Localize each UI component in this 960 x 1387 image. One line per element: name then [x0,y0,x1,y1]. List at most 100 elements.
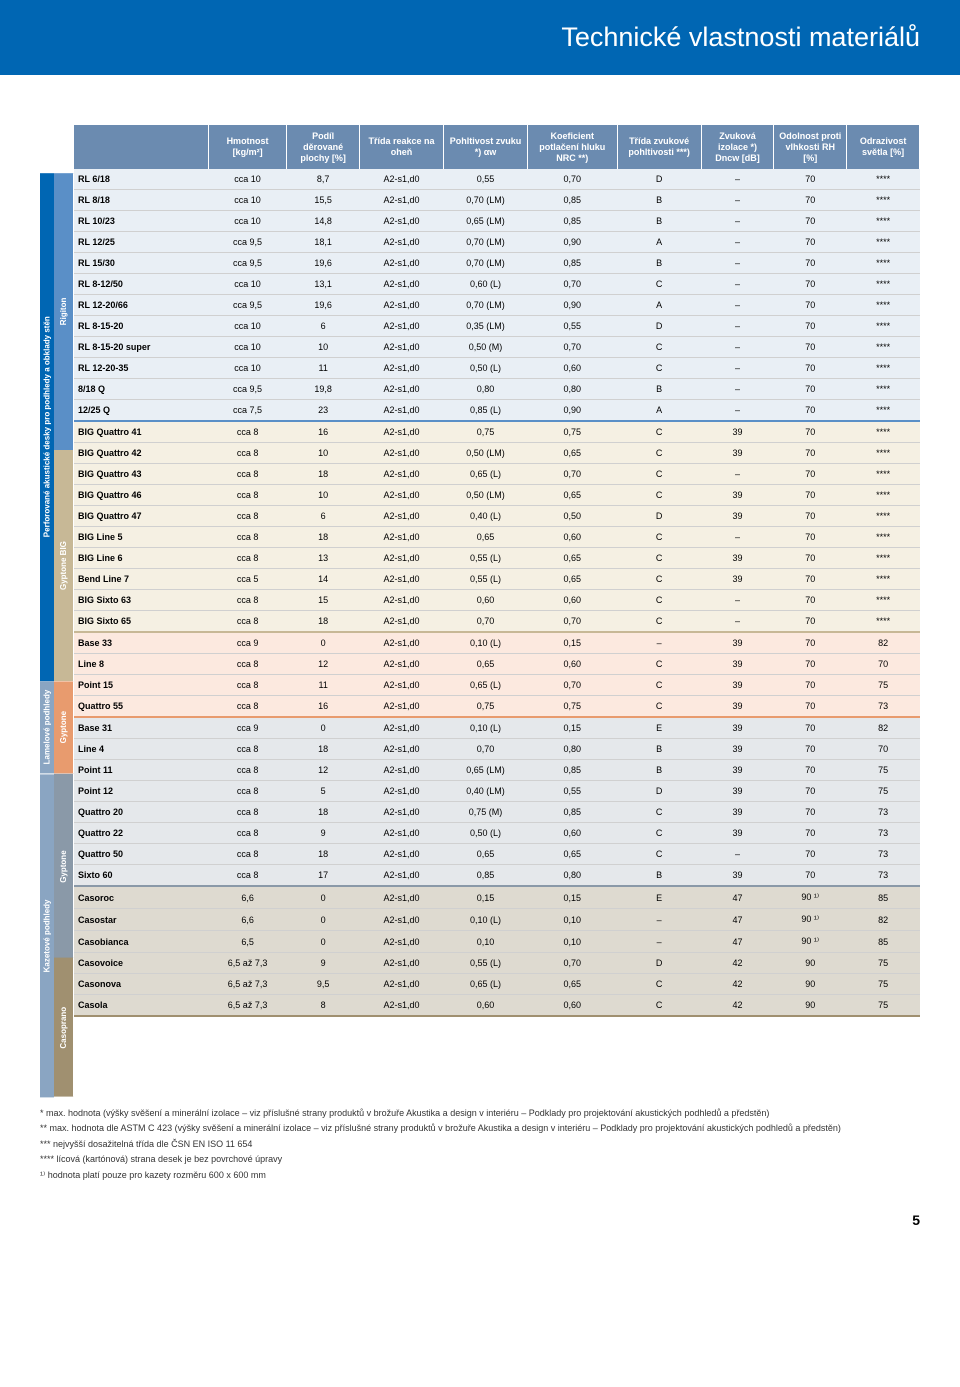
table-cell: 8/18 Q [74,379,208,400]
table-cell: 0,60 [528,823,618,844]
table-cell: BIG Quattro 41 [74,421,208,443]
table-cell: 6 [287,316,360,337]
table-cell: Casostar [74,909,208,931]
table-cell: RL 6/18 [74,169,208,190]
footnotes: * max. hodnota (výšky svěšení a mineráln… [40,1107,920,1183]
table-cell: 39 [701,717,774,739]
table-cell: C [617,995,701,1017]
page-number: 5 [0,1204,960,1248]
table-cell: – [701,274,774,295]
table-cell: 85 [847,886,920,909]
table-row: BIG Quattro 43cca 818A2-s1,d00,65 (L)0,7… [74,464,920,485]
table-cell: **** [847,295,920,316]
table-cell: C [617,485,701,506]
table-cell: C [617,464,701,485]
table-cell: cca 5 [208,569,286,590]
materials-table: Hmotnost [kg/m²]Podíl děrované plochy [%… [74,125,920,1017]
table-cell: 39 [701,802,774,823]
table-cell: A2-s1,d0 [360,232,444,253]
table-cell: – [701,253,774,274]
group-inner-label: Gyptone [54,774,74,959]
table-row: Casonova6,5 až 7,39,5A2-s1,d00,65 (L)0,6… [74,974,920,995]
table-cell: Point 11 [74,760,208,781]
table-cell: 0,55 (L) [444,953,528,974]
table-cell: cca 10 [208,316,286,337]
table-cell: cca 8 [208,611,286,633]
col-header: Odolnost proti vlhkosti RH [%] [774,125,847,169]
table-cell: A2-s1,d0 [360,909,444,931]
table-cell: 0,70 [528,675,618,696]
table-cell: **** [847,232,920,253]
table-cell: 0,70 [528,953,618,974]
table-cell: **** [847,569,920,590]
table-cell: 75 [847,953,920,974]
table-cell: 12 [287,760,360,781]
table-cell: cca 8 [208,421,286,443]
table-cell: 73 [847,844,920,865]
table-cell: 0,10 (L) [444,717,528,739]
table-cell: 0,50 (L) [444,823,528,844]
table-cell: – [701,400,774,422]
table-cell: cca 9,5 [208,379,286,400]
table-cell: 16 [287,696,360,718]
table-cell: 0,80 [528,865,618,887]
table-row: Base 31cca 90A2-s1,d00,10 (L)0,15E397082 [74,717,920,739]
table-row: Bend Line 7cca 514A2-s1,d00,55 (L)0,65C3… [74,569,920,590]
table-cell: 0,60 [444,995,528,1017]
table-cell: 6 [287,506,360,527]
table-cell: 70 [774,443,847,464]
table-cell: 39 [701,485,774,506]
table-cell: C [617,421,701,443]
table-cell: 90 ¹⁾ [774,909,847,931]
table-row: RL 6/18cca 108,7A2-s1,d00,550,70D–70**** [74,169,920,190]
table-row: RL 12-20/66cca 9,519,6A2-s1,d00,70 (LM)0… [74,295,920,316]
group-outer-label: Lamelové podhledy [40,681,54,773]
table-row: BIG Sixto 63cca 815A2-s1,d00,600,60C–70*… [74,590,920,611]
table-cell: 6,5 až 7,3 [208,953,286,974]
table-cell: 82 [847,909,920,931]
table-cell: 0,50 (M) [444,337,528,358]
table-cell: 0,70 [528,464,618,485]
table-cell: 17 [287,865,360,887]
table-cell: Casovoice [74,953,208,974]
table-row: Line 8cca 812A2-s1,d00,650,60C397070 [74,654,920,675]
table-cell: 13 [287,548,360,569]
table-row: 8/18 Qcca 9,519,8A2-s1,d00,800,80B–70***… [74,379,920,400]
table-cell: cca 8 [208,696,286,718]
table-cell: RL 12/25 [74,232,208,253]
table-cell: 0,90 [528,232,618,253]
table-cell: **** [847,611,920,633]
table-cell: 0,40 (LM) [444,781,528,802]
table-cell: cca 10 [208,358,286,379]
footnote: ¹⁾ hodnota platí pouze pro kazety rozměr… [40,1169,920,1183]
table-cell: A2-s1,d0 [360,506,444,527]
table-cell: 39 [701,421,774,443]
table-cell: 0,65 [528,844,618,865]
table-cell: E [617,717,701,739]
table-cell: 0,55 (L) [444,548,528,569]
table-cell: 0,70 [444,739,528,760]
table-row: Quattro 22cca 89A2-s1,d00,50 (L)0,60C397… [74,823,920,844]
table-cell: C [617,974,701,995]
table-cell: **** [847,443,920,464]
table-cell: 0,70 [528,169,618,190]
table-cell: 0,70 (LM) [444,232,528,253]
table-row: BIG Quattro 41cca 816A2-s1,d00,750,75C39… [74,421,920,443]
table-cell: 70 [774,421,847,443]
table-cell: 70 [774,675,847,696]
table-cell: 18 [287,739,360,760]
table-cell: 0,15 [528,632,618,654]
table-cell: BIG Line 5 [74,527,208,548]
table-cell: 90 [774,974,847,995]
table-cell: 0,65 (L) [444,464,528,485]
table-cell: **** [847,421,920,443]
table-cell: 0,60 [528,527,618,548]
table-cell: 70 [774,802,847,823]
table-cell: 73 [847,823,920,844]
table-cell: A2-s1,d0 [360,358,444,379]
table-cell: Sixto 60 [74,865,208,887]
table-cell: 47 [701,886,774,909]
table-cell: cca 9 [208,717,286,739]
table-cell: 70 [847,654,920,675]
table-cell: A2-s1,d0 [360,379,444,400]
